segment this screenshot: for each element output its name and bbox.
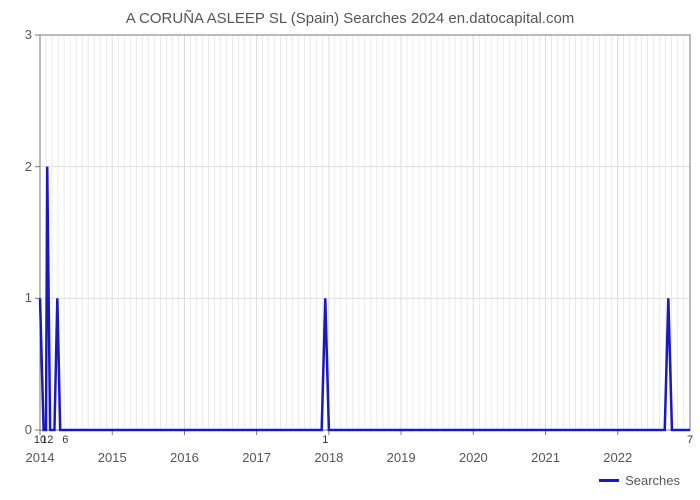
x-tick-label: 2021 xyxy=(531,450,560,465)
x-tick-label: 2016 xyxy=(170,450,199,465)
count-label: 6 xyxy=(62,434,68,446)
x-tick-label: 2022 xyxy=(603,450,632,465)
legend: Searches xyxy=(599,473,680,488)
x-tick-label: 2019 xyxy=(387,450,416,465)
legend-swatch xyxy=(599,479,619,482)
y-tick-label: 2 xyxy=(12,159,32,174)
x-tick-label: 2014 xyxy=(26,450,55,465)
y-tick-label: 1 xyxy=(12,290,32,305)
count-label: 7 xyxy=(687,434,693,446)
x-tick-label: 2018 xyxy=(314,450,343,465)
line-chart xyxy=(0,0,700,500)
count-label: 12 xyxy=(41,434,53,446)
x-tick-label: 2015 xyxy=(98,450,127,465)
y-tick-label: 0 xyxy=(12,422,32,437)
legend-label: Searches xyxy=(625,473,680,488)
x-tick-label: 2017 xyxy=(242,450,271,465)
count-label: 1 xyxy=(322,434,328,446)
x-tick-label: 2020 xyxy=(459,450,488,465)
y-tick-label: 3 xyxy=(12,27,32,42)
